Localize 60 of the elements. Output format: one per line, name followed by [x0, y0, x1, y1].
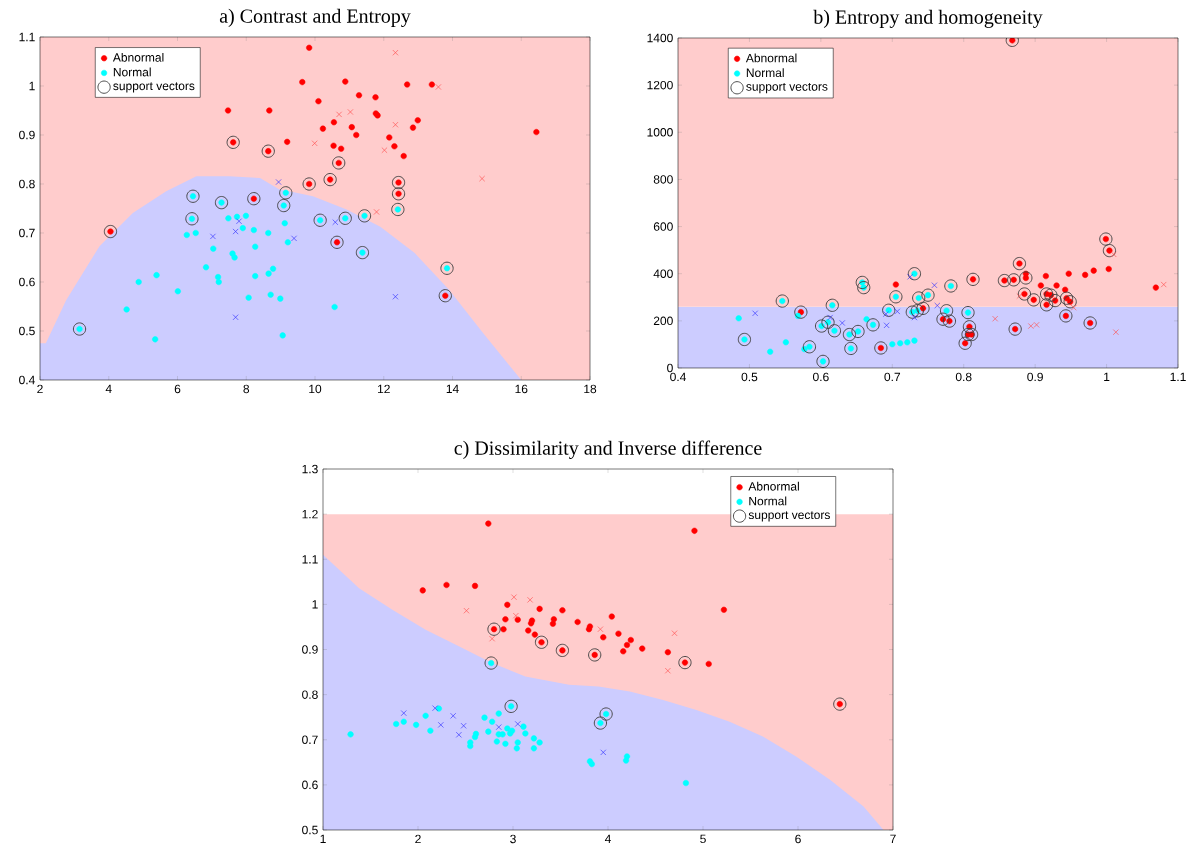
x-tick-label: 1.1 — [1170, 372, 1186, 381]
y-tick-label: 200 — [653, 316, 673, 326]
x-tick-label: 7 — [890, 834, 896, 843]
y-tick-label: 400 — [653, 269, 673, 278]
y-tick-label: 1000 — [647, 128, 673, 137]
y-tick-label: 1400 — [647, 33, 673, 43]
y-tick-label: 1.3 — [302, 464, 318, 474]
x-tick-label: 5 — [700, 834, 706, 844]
y-tick-label: 0.6 — [302, 780, 318, 790]
x-tick-label: 2 — [415, 834, 421, 844]
y-tick-label: 0 — [667, 363, 673, 373]
legend-label: support vectors — [746, 82, 828, 94]
x-tick-label: 16 — [515, 384, 528, 394]
x-tick-label: 10 — [309, 384, 322, 394]
y-tick-label: 0.6 — [19, 277, 35, 287]
legend-label: Normal — [746, 68, 784, 78]
legend-label: support vectors — [748, 511, 830, 522]
legend-label: Abnormal — [112, 52, 164, 62]
y-tick-label: 0.7 — [19, 228, 35, 238]
y-tick-label: 0.5 — [19, 326, 35, 336]
x-tick-label: 4 — [105, 384, 112, 393]
y-tick-label: 1 — [312, 600, 318, 609]
chart-title: a) Contrast and Entropy — [219, 8, 411, 27]
x-tick-label: 0.8 — [955, 372, 972, 382]
x-tick-label: 6 — [174, 384, 181, 394]
legend-label: Abnormal — [745, 53, 797, 63]
y-tick-label: 1.1 — [302, 555, 318, 564]
y-tick-label: 0.9 — [302, 645, 318, 654]
y-tick-label: 0.9 — [19, 130, 35, 140]
chart-title: b) Entropy and homogeneity — [813, 9, 1043, 28]
x-tick-label: 4 — [604, 834, 611, 843]
legend-label: Abnormal — [748, 481, 799, 491]
x-tick-label: 0.9 — [1027, 372, 1043, 382]
y-tick-label: 800 — [653, 175, 673, 184]
y-tick-label: 0.7 — [302, 735, 318, 745]
y-tick-label: 600 — [653, 222, 673, 231]
x-tick-label: 0.6 — [812, 372, 829, 382]
x-tick-label: 0.4 — [670, 372, 686, 382]
x-tick-label: 1 — [1104, 372, 1110, 381]
y-tick-label: 1.1 — [19, 32, 35, 42]
y-tick-label: 0.8 — [302, 690, 318, 699]
y-tick-label: 1200 — [647, 80, 673, 90]
chart-title: c) Dissimilarity and Inverse difference — [454, 440, 762, 459]
y-tick-label: 0.5 — [302, 825, 318, 835]
y-tick-label: 0.8 — [19, 179, 35, 189]
x-tick-label: 14 — [446, 384, 459, 393]
x-tick-label: 3 — [510, 834, 516, 844]
x-tick-label: 6 — [795, 834, 801, 844]
legend-label: support vectors — [113, 82, 195, 93]
x-tick-label: 1 — [320, 834, 326, 843]
y-tick-label: 1 — [29, 81, 35, 91]
x-tick-label: 12 — [378, 384, 390, 394]
y-tick-label: 1.2 — [302, 509, 318, 519]
x-tick-label: 8 — [243, 384, 250, 394]
x-tick-label: 2 — [37, 384, 43, 394]
x-tick-label: 18 — [584, 384, 597, 394]
x-tick-label: 0.7 — [884, 372, 901, 382]
legend-label: Normal — [113, 67, 151, 77]
x-tick-label: 0.5 — [741, 372, 758, 382]
legend-label: Normal — [749, 496, 787, 506]
